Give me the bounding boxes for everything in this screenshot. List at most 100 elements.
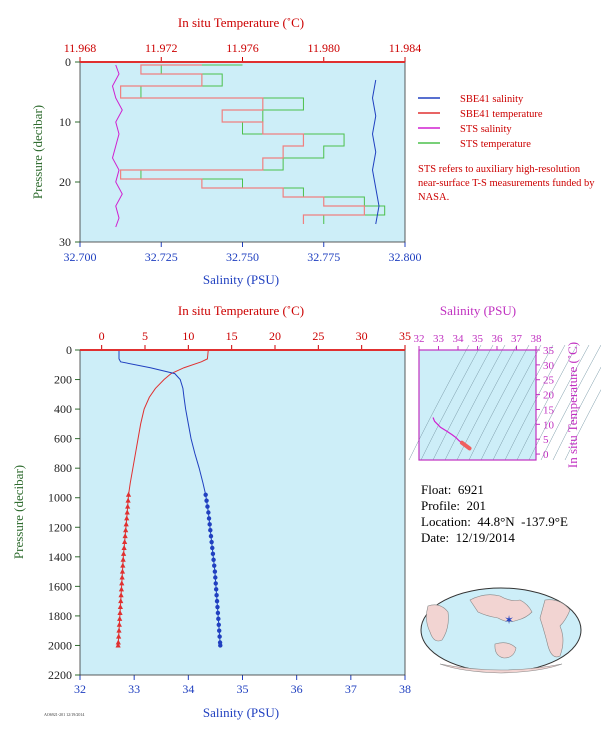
density-contour [540,344,601,461]
pressure-tick-label: 1000 [48,491,72,505]
temperature-tick-label: 11.972 [145,41,178,55]
sts-note: STS refers to auxiliary high-resolution … [418,164,595,203]
temperature-tick-label: 15 [543,404,555,416]
pressure-tick-label: 2200 [48,668,72,682]
salinity-tick-label: 33 [433,333,445,345]
density-contour [564,389,601,461]
pressure-tick-label: 1400 [48,550,72,564]
pressure-tick-label: 0 [66,343,72,357]
float-location-marker: ✶ [504,613,514,627]
salinity-tick-label: 32 [414,333,425,345]
temperature-marker [116,621,122,627]
temperature-tick-label: 0 [99,329,105,343]
salinity-marker [214,593,219,598]
near-surface-series [111,64,386,228]
density-contour [432,344,494,461]
temperature-marker [120,550,127,556]
salinity-tick-label: 34 [182,682,194,696]
near-surface-chart: In situ Temperature (˚C) 11.968 11.972 11.… [30,15,543,287]
ts-plot-area [419,350,536,460]
salinity-tick-label: 35 [237,682,249,696]
map-land-africa [426,604,449,642]
salinity-profile-line [118,350,221,646]
salinity-tick-label: 36 [291,682,303,696]
density-contour [408,344,470,461]
map-land-americas [539,599,571,658]
temperature-marker [125,497,131,503]
sts-salinity-line [111,64,123,228]
temperature-tick-label: 15 [226,329,238,343]
near-surface-salinity-ticks: 32.700 32.725 32.750 32.775 32.800 [64,242,422,264]
temperature-marker [124,515,130,521]
temperature-marker [115,642,121,648]
ts-density-contours [408,344,601,461]
ts-temperature-ticks: 0 5 10 15 20 25 30 35 [536,345,555,461]
near-surface-left-axis-label: Pressure (decibar) [30,105,45,199]
float-info: Float: 6921 Profile: 201 Location: 44.8°… [421,482,568,546]
pressure-tick-label: 10 [59,115,71,129]
salinity-marker [204,498,209,503]
location-label: Location: [421,514,471,529]
legend-label: STS temperature [460,139,531,150]
date-label: Date: [421,530,450,545]
footer-code: AO6921-201 12/19/2014 [44,712,84,717]
temperature-marker [120,556,126,562]
float-label: Float: [421,482,452,497]
near-surface-legend: SBE41 salinity SBE41 temperature STS salin… [418,94,543,150]
profile-value: 201 [466,498,487,513]
temperature-marker [115,639,121,645]
density-contour [420,344,482,461]
location-value: 44.8°N -137.9°E [477,514,568,529]
temperature-marker [117,604,123,610]
temperature-marker [119,568,126,574]
temperature-tick-label: 35 [543,345,555,357]
salinity-tick-label: 32.725 [145,250,178,264]
salinity-marker [211,557,216,562]
salinity-marker [210,551,216,557]
temperature-marker [119,580,125,586]
salinity-tick-label: 38 [399,682,411,696]
pressure-tick-label: 1200 [48,520,72,534]
salinity-tick-label: 32.800 [389,250,422,264]
salinity-marker [207,522,212,527]
temperature-marker [120,562,126,568]
density-contour [528,344,590,461]
pressure-tick-label: 30 [59,235,71,249]
temperature-tick-label: 20 [269,329,281,343]
temperature-marker [125,503,131,509]
temperature-tick-label: 35 [399,329,411,343]
temperature-tick-label: 0 [543,449,549,461]
salinity-marker [216,622,221,627]
temperature-marker [121,544,127,550]
temperature-tick-label: 5 [543,434,549,446]
temperature-marker [124,509,130,515]
density-contour [480,344,542,461]
pressure-tick-label: 800 [54,461,72,475]
salinity-marker [206,510,211,515]
temperature-marker [123,521,129,527]
map-land-antarctica [439,663,563,674]
legend-label: SBE41 salinity [460,94,524,105]
pressure-tick-label: 20 [59,175,71,189]
temperature-tick-label: 30 [543,360,555,372]
density-contour [516,344,578,461]
density-contour [504,344,566,461]
salinity-tick-label: 37 [511,333,523,345]
salinity-marker [209,539,214,545]
salinity-marker [212,569,218,574]
density-contour [456,344,518,461]
float-value: 6921 [457,482,484,497]
ts-diagram-chart: Salinity (PSU) 32 33 34 35 36 37 38 0 5 10 15 20 25… [408,303,601,468]
salinity-tick-label: 32.750 [226,250,259,264]
salinity-marker [203,492,208,497]
temperature-marker [118,598,124,604]
salinity-marker [214,598,220,604]
temperature-marker [116,627,122,633]
temperature-tick-label: 20 [543,390,555,402]
temperature-profile-line [117,349,209,646]
temperature-tick-label: 10 [182,329,194,343]
full-profile-plot-area [80,350,405,675]
temperature-marker [116,633,122,639]
temperature-tick-label: 10 [543,419,555,431]
ts-salinity-ticks: 32 33 34 35 36 37 38 [414,333,542,350]
